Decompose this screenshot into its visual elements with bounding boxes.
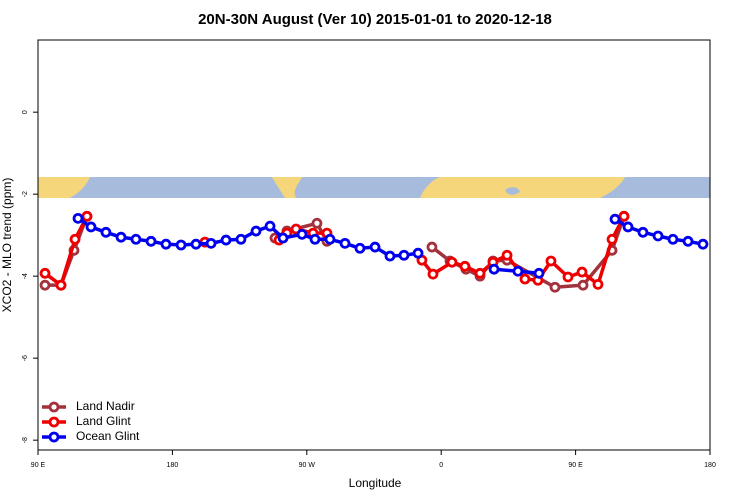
y-tick-label: -6 [22, 355, 29, 361]
data-point [446, 256, 458, 268]
data-point [81, 210, 93, 222]
data-point [72, 212, 84, 224]
legend-marker [48, 416, 60, 428]
x-tick-label: 90 W [299, 462, 316, 469]
data-point [474, 267, 486, 279]
y-tick-label: -4 [22, 273, 29, 279]
data-point [519, 273, 531, 285]
data-point [682, 235, 694, 247]
data-point [618, 210, 630, 222]
data-point [577, 279, 589, 291]
data-point [427, 268, 439, 280]
data-point [175, 239, 187, 251]
data-point [145, 235, 157, 247]
data-point [354, 242, 366, 254]
data-point [652, 230, 664, 242]
data-point [309, 233, 321, 245]
legend-marker [48, 431, 60, 443]
data-point [512, 265, 524, 277]
map-strip [38, 177, 710, 198]
data-point [324, 233, 336, 245]
y-tick-label: -8 [22, 437, 29, 443]
data-point [488, 263, 500, 275]
data-point [609, 213, 621, 225]
data-point [264, 220, 276, 232]
data-point [562, 271, 574, 283]
x-axis-label: Longitude [349, 476, 402, 490]
y-axis-label: XCO2 - MLO trend (ppm) [0, 178, 14, 313]
data-point [190, 238, 202, 250]
data-point [69, 233, 81, 245]
data-point [545, 255, 557, 267]
data-point [533, 267, 545, 279]
data-point [85, 221, 97, 233]
data-point [160, 238, 172, 250]
legend-label: Land Nadir [76, 399, 135, 413]
y-tick-label: 0 [22, 110, 29, 114]
legend-label: Land Glint [76, 414, 131, 428]
data-point [637, 226, 649, 238]
data-point [501, 249, 513, 261]
plot-frame [37, 39, 711, 451]
x-tick-label: 180 [704, 462, 716, 469]
data-point [384, 250, 396, 262]
data-point [398, 249, 410, 261]
data-point [55, 279, 67, 291]
data-point [412, 247, 424, 259]
data-point [459, 260, 471, 272]
data-point [296, 228, 308, 240]
data-point [250, 225, 262, 237]
legend-label: Ocean Glint [76, 429, 140, 443]
chart-title: 20N-30N August (Ver 10) 2015-01-01 to 20… [198, 11, 552, 28]
data-point [277, 232, 289, 244]
x-tick-label: 180 [167, 462, 179, 469]
data-point [667, 233, 679, 245]
data-point [220, 234, 232, 246]
legend-marker [48, 401, 60, 413]
data-point [130, 233, 142, 245]
data-point [592, 278, 604, 290]
data-point [39, 267, 51, 279]
x-tick-label: 90 E [31, 462, 46, 469]
data-point [205, 237, 217, 249]
data-point [549, 281, 561, 293]
x-tick-label: 90 E [568, 462, 583, 469]
data-point [235, 233, 247, 245]
data-point [39, 279, 51, 291]
data-point [606, 233, 618, 245]
data-point [369, 241, 381, 253]
data-point [697, 238, 709, 250]
series-line [43, 215, 89, 287]
data-point [100, 226, 112, 238]
series-line [77, 216, 419, 258]
y-tick-label: -2 [22, 191, 29, 197]
data-point [576, 266, 588, 278]
data-point [339, 237, 351, 249]
data-point [426, 241, 438, 253]
data-point [622, 221, 634, 233]
x-tick-label: 0 [439, 462, 443, 469]
data-point [311, 217, 323, 229]
data-point [115, 231, 127, 243]
